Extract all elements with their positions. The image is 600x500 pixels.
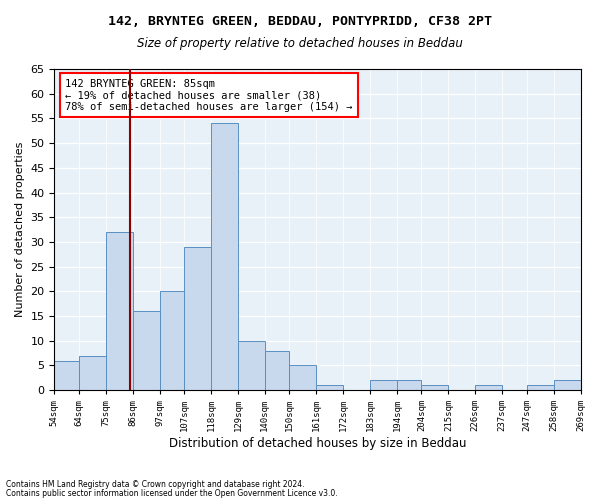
Bar (316, 385, 343, 390)
Bar (289, 366, 316, 390)
Bar (554, 380, 581, 390)
Bar (527, 385, 554, 390)
Text: 142 BRYNTEG GREEN: 85sqm
← 19% of detached houses are smaller (38)
78% of semi-d: 142 BRYNTEG GREEN: 85sqm ← 19% of detach… (65, 78, 352, 112)
Bar (184, 247, 211, 390)
Bar (160, 292, 184, 390)
Bar (370, 380, 397, 390)
Bar (55, 360, 79, 390)
Text: Size of property relative to detached houses in Beddau: Size of property relative to detached ho… (137, 38, 463, 51)
Bar (397, 380, 421, 390)
Bar (238, 341, 265, 390)
Text: Contains public sector information licensed under the Open Government Licence v3: Contains public sector information licen… (6, 488, 338, 498)
Bar (265, 350, 289, 390)
Bar (106, 232, 133, 390)
Bar (211, 124, 238, 390)
Bar (79, 356, 106, 390)
Y-axis label: Number of detached properties: Number of detached properties (15, 142, 25, 318)
X-axis label: Distribution of detached houses by size in Beddau: Distribution of detached houses by size … (169, 437, 466, 450)
Bar (421, 385, 448, 390)
Bar (133, 311, 160, 390)
Text: 142, BRYNTEG GREEN, BEDDAU, PONTYPRIDD, CF38 2PT: 142, BRYNTEG GREEN, BEDDAU, PONTYPRIDD, … (108, 15, 492, 28)
Text: Contains HM Land Registry data © Crown copyright and database right 2024.: Contains HM Land Registry data © Crown c… (6, 480, 305, 489)
Bar (475, 385, 502, 390)
